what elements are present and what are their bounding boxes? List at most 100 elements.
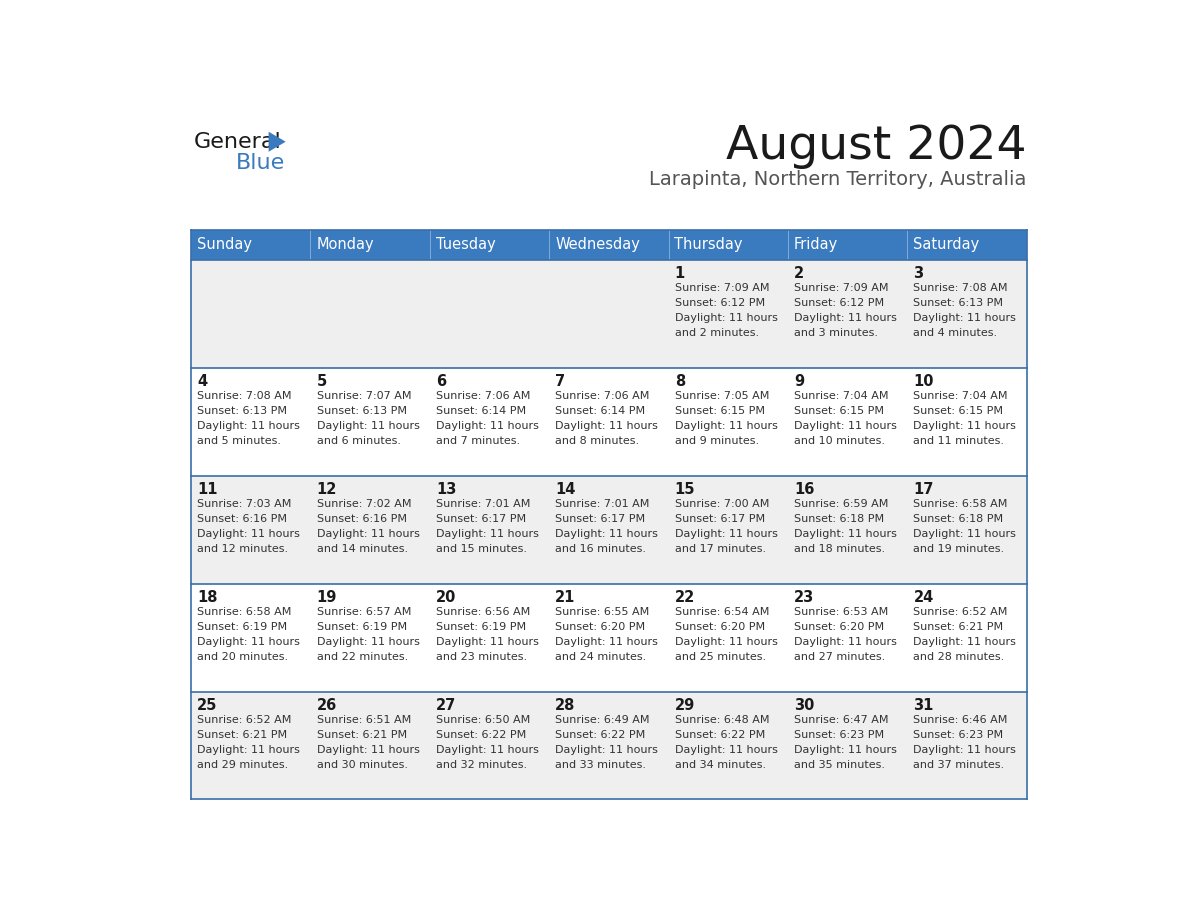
Text: Saturday: Saturday bbox=[914, 238, 979, 252]
Text: Sunrise: 7:08 AM: Sunrise: 7:08 AM bbox=[914, 284, 1007, 294]
Text: 27: 27 bbox=[436, 698, 456, 712]
Text: and 15 minutes.: and 15 minutes. bbox=[436, 544, 527, 554]
Text: Daylight: 11 hours: Daylight: 11 hours bbox=[675, 744, 778, 755]
Bar bbox=[191, 476, 1026, 584]
Text: Sunrise: 6:49 AM: Sunrise: 6:49 AM bbox=[555, 714, 650, 724]
Text: Sunset: 6:22 PM: Sunset: 6:22 PM bbox=[436, 730, 526, 740]
Text: Sunset: 6:16 PM: Sunset: 6:16 PM bbox=[317, 514, 406, 524]
Text: and 8 minutes.: and 8 minutes. bbox=[555, 436, 639, 446]
Bar bbox=[191, 584, 1026, 691]
Text: and 7 minutes.: and 7 minutes. bbox=[436, 436, 520, 446]
Text: Daylight: 11 hours: Daylight: 11 hours bbox=[794, 313, 897, 323]
Text: 16: 16 bbox=[794, 482, 815, 497]
Text: and 6 minutes.: and 6 minutes. bbox=[317, 436, 400, 446]
Text: Daylight: 11 hours: Daylight: 11 hours bbox=[794, 637, 897, 647]
Text: 18: 18 bbox=[197, 590, 217, 605]
Text: Sunset: 6:22 PM: Sunset: 6:22 PM bbox=[555, 730, 645, 740]
Text: Sunrise: 7:05 AM: Sunrise: 7:05 AM bbox=[675, 391, 769, 401]
Text: Sunrise: 7:09 AM: Sunrise: 7:09 AM bbox=[675, 284, 769, 294]
Text: and 27 minutes.: and 27 minutes. bbox=[794, 652, 885, 662]
Text: Sunset: 6:15 PM: Sunset: 6:15 PM bbox=[914, 407, 1004, 416]
Text: Daylight: 11 hours: Daylight: 11 hours bbox=[675, 313, 778, 323]
Text: Daylight: 11 hours: Daylight: 11 hours bbox=[794, 744, 897, 755]
Text: and 35 minutes.: and 35 minutes. bbox=[794, 760, 885, 769]
Text: and 3 minutes.: and 3 minutes. bbox=[794, 329, 878, 339]
Text: Sunset: 6:13 PM: Sunset: 6:13 PM bbox=[317, 407, 406, 416]
Text: Sunset: 6:20 PM: Sunset: 6:20 PM bbox=[794, 621, 884, 632]
Text: Sunrise: 6:58 AM: Sunrise: 6:58 AM bbox=[914, 499, 1007, 509]
Text: Sunset: 6:17 PM: Sunset: 6:17 PM bbox=[436, 514, 526, 524]
Text: Daylight: 11 hours: Daylight: 11 hours bbox=[317, 744, 419, 755]
Text: Daylight: 11 hours: Daylight: 11 hours bbox=[914, 637, 1016, 647]
Text: Daylight: 11 hours: Daylight: 11 hours bbox=[675, 637, 778, 647]
Text: 13: 13 bbox=[436, 482, 456, 497]
Text: Sunset: 6:23 PM: Sunset: 6:23 PM bbox=[794, 730, 884, 740]
Text: Sunday: Sunday bbox=[197, 238, 252, 252]
Text: and 5 minutes.: and 5 minutes. bbox=[197, 436, 282, 446]
Text: Sunset: 6:21 PM: Sunset: 6:21 PM bbox=[317, 730, 406, 740]
Text: and 22 minutes.: and 22 minutes. bbox=[317, 652, 407, 662]
Text: Sunrise: 6:53 AM: Sunrise: 6:53 AM bbox=[794, 607, 889, 617]
Text: Sunrise: 7:06 AM: Sunrise: 7:06 AM bbox=[436, 391, 530, 401]
Text: Daylight: 11 hours: Daylight: 11 hours bbox=[436, 421, 539, 431]
Text: 25: 25 bbox=[197, 698, 217, 712]
Text: 22: 22 bbox=[675, 590, 695, 605]
Text: and 12 minutes.: and 12 minutes. bbox=[197, 544, 289, 554]
Text: and 33 minutes.: and 33 minutes. bbox=[555, 760, 646, 769]
Text: Daylight: 11 hours: Daylight: 11 hours bbox=[555, 637, 658, 647]
Text: Sunrise: 7:00 AM: Sunrise: 7:00 AM bbox=[675, 499, 769, 509]
Text: Sunset: 6:23 PM: Sunset: 6:23 PM bbox=[914, 730, 1004, 740]
Text: 21: 21 bbox=[555, 590, 576, 605]
Text: Sunset: 6:22 PM: Sunset: 6:22 PM bbox=[675, 730, 765, 740]
Text: and 9 minutes.: and 9 minutes. bbox=[675, 436, 759, 446]
Text: 2: 2 bbox=[794, 266, 804, 282]
Text: and 28 minutes.: and 28 minutes. bbox=[914, 652, 1005, 662]
Text: Sunrise: 7:01 AM: Sunrise: 7:01 AM bbox=[436, 499, 530, 509]
Text: Daylight: 11 hours: Daylight: 11 hours bbox=[914, 313, 1016, 323]
Text: Sunrise: 6:47 AM: Sunrise: 6:47 AM bbox=[794, 714, 889, 724]
Text: Daylight: 11 hours: Daylight: 11 hours bbox=[914, 529, 1016, 539]
Text: and 25 minutes.: and 25 minutes. bbox=[675, 652, 766, 662]
Text: 5: 5 bbox=[317, 375, 327, 389]
Text: 24: 24 bbox=[914, 590, 934, 605]
Text: and 2 minutes.: and 2 minutes. bbox=[675, 329, 759, 339]
Text: 9: 9 bbox=[794, 375, 804, 389]
Text: Daylight: 11 hours: Daylight: 11 hours bbox=[436, 744, 539, 755]
Text: Sunrise: 6:52 AM: Sunrise: 6:52 AM bbox=[914, 607, 1007, 617]
Text: Daylight: 11 hours: Daylight: 11 hours bbox=[317, 529, 419, 539]
Text: Daylight: 11 hours: Daylight: 11 hours bbox=[555, 421, 658, 431]
Text: Daylight: 11 hours: Daylight: 11 hours bbox=[197, 421, 301, 431]
Text: and 20 minutes.: and 20 minutes. bbox=[197, 652, 289, 662]
Text: Daylight: 11 hours: Daylight: 11 hours bbox=[317, 421, 419, 431]
Text: Sunset: 6:21 PM: Sunset: 6:21 PM bbox=[914, 621, 1004, 632]
Text: Sunrise: 6:57 AM: Sunrise: 6:57 AM bbox=[317, 607, 411, 617]
Text: Sunrise: 7:01 AM: Sunrise: 7:01 AM bbox=[555, 499, 650, 509]
Text: Daylight: 11 hours: Daylight: 11 hours bbox=[914, 421, 1016, 431]
Text: Blue: Blue bbox=[236, 153, 285, 174]
Text: Sunset: 6:14 PM: Sunset: 6:14 PM bbox=[555, 407, 645, 416]
Text: Sunset: 6:13 PM: Sunset: 6:13 PM bbox=[914, 298, 1004, 308]
Text: and 10 minutes.: and 10 minutes. bbox=[794, 436, 885, 446]
Text: 7: 7 bbox=[555, 375, 565, 389]
Text: 29: 29 bbox=[675, 698, 695, 712]
Text: and 18 minutes.: and 18 minutes. bbox=[794, 544, 885, 554]
Text: 30: 30 bbox=[794, 698, 815, 712]
Text: 8: 8 bbox=[675, 375, 685, 389]
Text: Sunset: 6:15 PM: Sunset: 6:15 PM bbox=[794, 407, 884, 416]
Text: Friday: Friday bbox=[794, 238, 838, 252]
Text: Daylight: 11 hours: Daylight: 11 hours bbox=[197, 637, 301, 647]
Text: Sunrise: 7:02 AM: Sunrise: 7:02 AM bbox=[317, 499, 411, 509]
Text: Sunset: 6:12 PM: Sunset: 6:12 PM bbox=[675, 298, 765, 308]
Text: Sunset: 6:19 PM: Sunset: 6:19 PM bbox=[197, 621, 287, 632]
Text: Sunset: 6:14 PM: Sunset: 6:14 PM bbox=[436, 407, 526, 416]
Text: Monday: Monday bbox=[316, 238, 374, 252]
Text: and 19 minutes.: and 19 minutes. bbox=[914, 544, 1005, 554]
Text: 28: 28 bbox=[555, 698, 576, 712]
Text: and 14 minutes.: and 14 minutes. bbox=[317, 544, 407, 554]
Text: and 23 minutes.: and 23 minutes. bbox=[436, 652, 527, 662]
Text: 19: 19 bbox=[317, 590, 337, 605]
Text: Sunrise: 6:59 AM: Sunrise: 6:59 AM bbox=[794, 499, 889, 509]
Text: Sunset: 6:13 PM: Sunset: 6:13 PM bbox=[197, 407, 287, 416]
Text: and 16 minutes.: and 16 minutes. bbox=[555, 544, 646, 554]
Text: 17: 17 bbox=[914, 482, 934, 497]
